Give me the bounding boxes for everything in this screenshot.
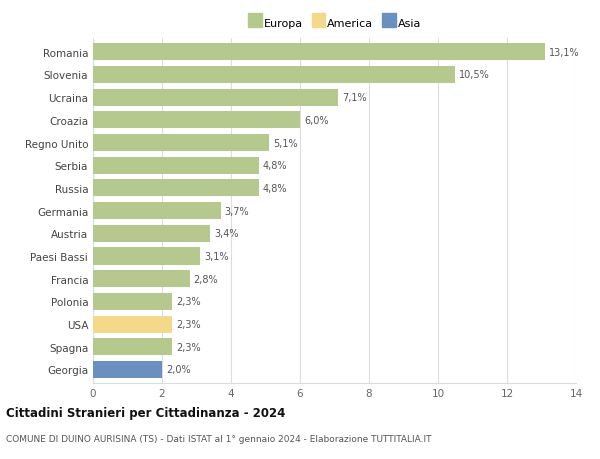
Text: 5,1%: 5,1% [273, 138, 298, 148]
Text: 3,4%: 3,4% [214, 229, 239, 239]
Bar [93, 180, 259, 197]
Bar [93, 225, 211, 242]
Bar [93, 316, 172, 333]
Bar [93, 293, 172, 310]
Bar [93, 361, 162, 378]
Text: 10,5%: 10,5% [460, 70, 490, 80]
Text: 2,8%: 2,8% [194, 274, 218, 284]
Text: 3,1%: 3,1% [204, 252, 229, 262]
Bar [93, 90, 338, 106]
Bar [93, 44, 545, 61]
Text: 4,8%: 4,8% [263, 184, 287, 194]
Text: COMUNE DI DUINO AURISINA (TS) - Dati ISTAT al 1° gennaio 2024 - Elaborazione TUT: COMUNE DI DUINO AURISINA (TS) - Dati IST… [6, 434, 431, 443]
Bar [93, 134, 269, 151]
Text: 2,3%: 2,3% [176, 297, 201, 307]
Bar [93, 248, 200, 265]
Bar [93, 157, 259, 174]
Legend: Europa, America, Asia: Europa, America, Asia [245, 15, 424, 33]
Text: 2,3%: 2,3% [176, 342, 201, 352]
Bar [93, 112, 300, 129]
Bar [93, 202, 221, 220]
Text: 7,1%: 7,1% [342, 93, 367, 103]
Bar [93, 271, 190, 288]
Text: Cittadini Stranieri per Cittadinanza - 2024: Cittadini Stranieri per Cittadinanza - 2… [6, 406, 286, 419]
Text: 6,0%: 6,0% [304, 116, 329, 126]
Bar [93, 339, 172, 356]
Text: 3,7%: 3,7% [225, 206, 250, 216]
Text: 2,0%: 2,0% [166, 365, 191, 375]
Text: 13,1%: 13,1% [549, 48, 580, 57]
Text: 2,3%: 2,3% [176, 319, 201, 330]
Bar [93, 67, 455, 84]
Text: 4,8%: 4,8% [263, 161, 287, 171]
